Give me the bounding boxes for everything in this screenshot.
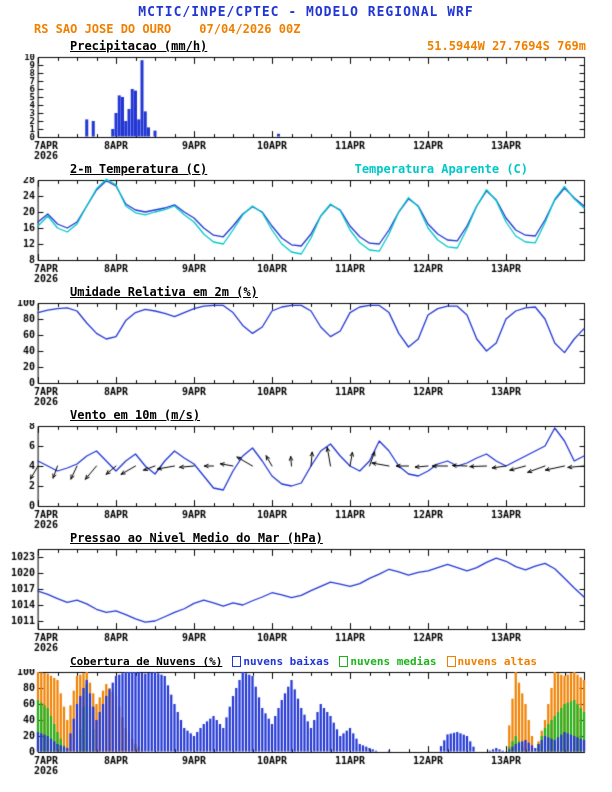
legend-low-clouds: nuvens baixas xyxy=(232,654,329,669)
panel-title-humidity: Umidade Relativa em 2m (%) xyxy=(70,285,258,299)
panel-precipitation: Precipitacao (mm/h) 51.5944W 27.7694S 76… xyxy=(0,37,612,160)
mid-clouds-swatch-icon xyxy=(339,656,349,667)
panel-clouds-title-row: Cobertura de Nuvens (%) nuvens baixas nu… xyxy=(0,652,612,669)
meteogram-page: MCTIC/INPE/CPTEC - MODELO REGIONAL WRF R… xyxy=(0,4,612,775)
mid-clouds-label: nuvens medias xyxy=(350,655,437,668)
high-clouds-label: nuvens altas xyxy=(457,655,537,668)
station-line: RS SAO JOSE DO OURO 07/04/2026 00Z xyxy=(0,21,612,37)
high-clouds-swatch-icon xyxy=(446,656,456,667)
model-title: MCTIC/INPE/CPTEC - MODELO REGIONAL WRF xyxy=(0,4,612,21)
station-name: RS SAO JOSE DO OURO xyxy=(34,22,172,36)
panel-title-pressure: Pressao ao Nivel Medio do Mar (hPa) xyxy=(70,531,323,545)
humidity-chart xyxy=(0,300,612,406)
panel-clouds: Cobertura de Nuvens (%) nuvens baixas nu… xyxy=(0,652,612,775)
pressure-chart xyxy=(0,546,612,652)
wind-chart xyxy=(0,423,612,529)
panel-title-precipitation: Precipitacao (mm/h) xyxy=(70,39,208,53)
panel-title-clouds: Cobertura de Nuvens (%) xyxy=(70,655,223,668)
panel-humidity: Umidade Relativa em 2m (%) xyxy=(0,283,612,406)
panel-humidity-title-row: Umidade Relativa em 2m (%) xyxy=(0,283,612,300)
apparent-temperature-legend: Temperatura Aparente (C) xyxy=(354,162,528,176)
panel-wind-title-row: Vento em 10m (m/s) xyxy=(0,406,612,423)
panel-title-temperature: 2-m Temperatura (C) xyxy=(70,162,208,176)
location-label: 51.5944W 27.7694S 769m xyxy=(427,39,586,53)
model-title-text: MCTIC/INPE/CPTEC - MODELO REGIONAL WRF xyxy=(138,5,474,20)
legend-mid-clouds: nuvens medias xyxy=(339,654,437,669)
low-clouds-swatch-icon xyxy=(232,656,242,667)
panel-temperature-title-row: 2-m Temperatura (C) Temperatura Aparente… xyxy=(0,160,612,177)
panel-precipitation-title-row: Precipitacao (mm/h) 51.5944W 27.7694S 76… xyxy=(0,37,612,54)
run-datetime: 07/04/2026 00Z xyxy=(199,22,301,36)
low-clouds-label: nuvens baixas xyxy=(243,655,330,668)
legend-high-clouds: nuvens altas xyxy=(446,654,537,669)
panel-pressure: Pressao ao Nivel Medio do Mar (hPa) xyxy=(0,529,612,652)
panel-wind: Vento em 10m (m/s) xyxy=(0,406,612,529)
panel-title-wind: Vento em 10m (m/s) xyxy=(70,408,201,422)
temperature-chart xyxy=(0,177,612,283)
precipitation-chart xyxy=(0,54,612,160)
cloud-cover-chart xyxy=(0,669,612,775)
panel-pressure-title-row: Pressao ao Nivel Medio do Mar (hPa) xyxy=(0,529,612,546)
panel-temperature: 2-m Temperatura (C) Temperatura Aparente… xyxy=(0,160,612,283)
